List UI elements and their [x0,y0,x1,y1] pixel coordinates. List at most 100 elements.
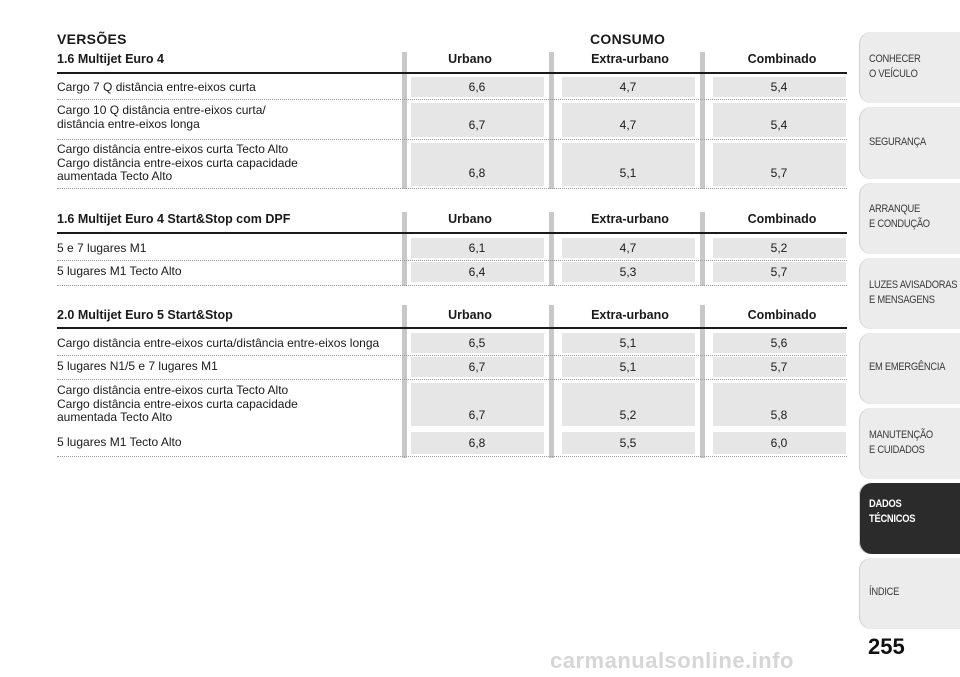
column-divider [549,305,554,458]
value-extra-urbano: 5,1 [619,360,637,374]
value-cell [713,357,846,377]
tab-dados-tecnicos[interactable]: DADOS TÉCNICOS [859,483,960,554]
value-extra-urbano: 4,7 [619,80,637,94]
header-rule [57,232,847,234]
column-divider [549,52,554,189]
row-label: 5 lugares M1 Tecto Alto [57,435,182,449]
column-header-urbano: Urbano [448,308,492,322]
value-cell [562,383,695,426]
column-header-extra-urbano: Extra-urbano [591,52,669,66]
row-label: Cargo 7 Q distância entre-eixos curta [57,80,256,94]
value-cell [713,432,846,454]
row-divider [57,188,847,189]
value-cell [562,262,695,282]
value-extra-urbano: 5,5 [619,436,637,450]
column-divider [549,212,554,286]
value-cell [411,383,544,426]
value-combinado: 5,2 [770,241,788,255]
row-divider [57,139,847,140]
tab-label: ARRANQUE E CONDUÇÃO [869,203,930,230]
row-divider [57,260,847,261]
header-rule [57,72,847,74]
value-cell [713,383,846,426]
value-combinado: 5,8 [770,408,788,422]
value-cell [562,238,695,258]
row-divider [57,355,847,356]
value-cell [713,238,846,258]
column-divider [700,52,705,189]
row-divider [57,285,847,286]
value-urbano: 6,4 [468,265,486,279]
value-cell [713,103,846,137]
tab-label: DADOS TÉCNICOS [869,498,916,525]
column-header-extra-urbano: Extra-urbano [591,308,669,322]
value-cell [411,77,544,97]
watermark: carmanualsonline.info [550,648,794,673]
value-cell [562,432,695,454]
row-label: 5 lugares N1/5 e 7 lugares M1 [57,359,218,373]
row-divider [57,456,847,457]
value-cell [562,357,695,377]
value-combinado: 5,7 [770,265,788,279]
value-cell [411,262,544,282]
column-header-extra-urbano: Extra-urbano [591,212,669,226]
value-cell [713,333,846,353]
value-cell [713,77,846,97]
column-divider [402,305,407,458]
tab-conhecer-o-veiculo[interactable]: CONHECER O VEÍCULO [859,32,960,103]
versions-heading: VERSÕES [57,31,127,47]
value-combinado: 6,0 [770,436,788,450]
value-urbano: 6,8 [468,166,486,180]
value-cell [411,357,544,377]
column-header-urbano: Urbano [448,212,492,226]
value-extra-urbano: 5,1 [619,336,637,350]
value-cell [713,143,846,186]
tab-arranque-e-conducao[interactable]: ARRANQUE E CONDUÇÃO [859,183,960,254]
value-cell [713,262,846,282]
value-cell [411,333,544,353]
tab-indice[interactable]: ÍNDICE [859,558,960,629]
value-combinado: 5,7 [770,360,788,374]
value-cell [562,333,695,353]
section-title: 2.0 Multijet Euro 5 Start&Stop [57,308,233,322]
value-cell [411,103,544,137]
column-divider [402,52,407,189]
tab-em-emergencia[interactable]: EM EMERGÊNCIA [859,333,960,404]
tab-label: SEGURANÇA [869,136,926,148]
value-cell [411,238,544,258]
tab-luzes-avisadoras[interactable]: LUZES AVISADORAS E MENSAGENS [859,258,960,329]
value-urbano: 6,7 [468,360,486,374]
value-cell [562,103,695,137]
tab-manutencao-e-cuidados[interactable]: MANUTENÇÃO E CUIDADOS [859,408,960,479]
value-combinado: 5,4 [770,118,788,132]
value-extra-urbano: 4,7 [619,118,637,132]
tab-seguranca[interactable]: SEGURANÇA [859,107,960,179]
column-divider [402,212,407,286]
tab-label: LUZES AVISADORAS E MENSAGENS [869,279,958,306]
row-divider [57,99,847,100]
consumption-heading: CONSUMO [590,31,666,47]
section-title: 1.6 Multijet Euro 4 [57,52,164,66]
column-header-combinado: Combinado [747,52,817,66]
column-divider [700,305,705,458]
value-urbano: 6,1 [468,241,486,255]
value-urbano: 6,8 [468,436,486,450]
tab-label: EM EMERGÊNCIA [869,361,946,373]
value-cell [562,143,695,186]
value-extra-urbano: 5,2 [619,408,637,422]
column-header-combinado: Combinado [747,308,817,322]
tab-label: ÍNDICE [869,586,900,598]
value-combinado: 5,6 [770,336,788,350]
row-label: Cargo distância entre-eixos curta Tecto … [57,383,298,424]
row-divider [57,379,847,380]
value-cell [411,143,544,186]
column-divider [700,212,705,286]
column-header-combinado: Combinado [747,212,817,226]
value-urbano: 6,5 [468,336,486,350]
section-title: 1.6 Multijet Euro 4 Start&Stop com DPF [57,212,291,226]
row-label: Cargo distância entre-eixos curta/distân… [57,336,380,350]
tab-label: CONHECER O VEÍCULO [869,53,921,80]
value-extra-urbano: 5,1 [619,166,637,180]
value-combinado: 5,4 [770,80,788,94]
value-urbano: 6,7 [468,408,486,422]
